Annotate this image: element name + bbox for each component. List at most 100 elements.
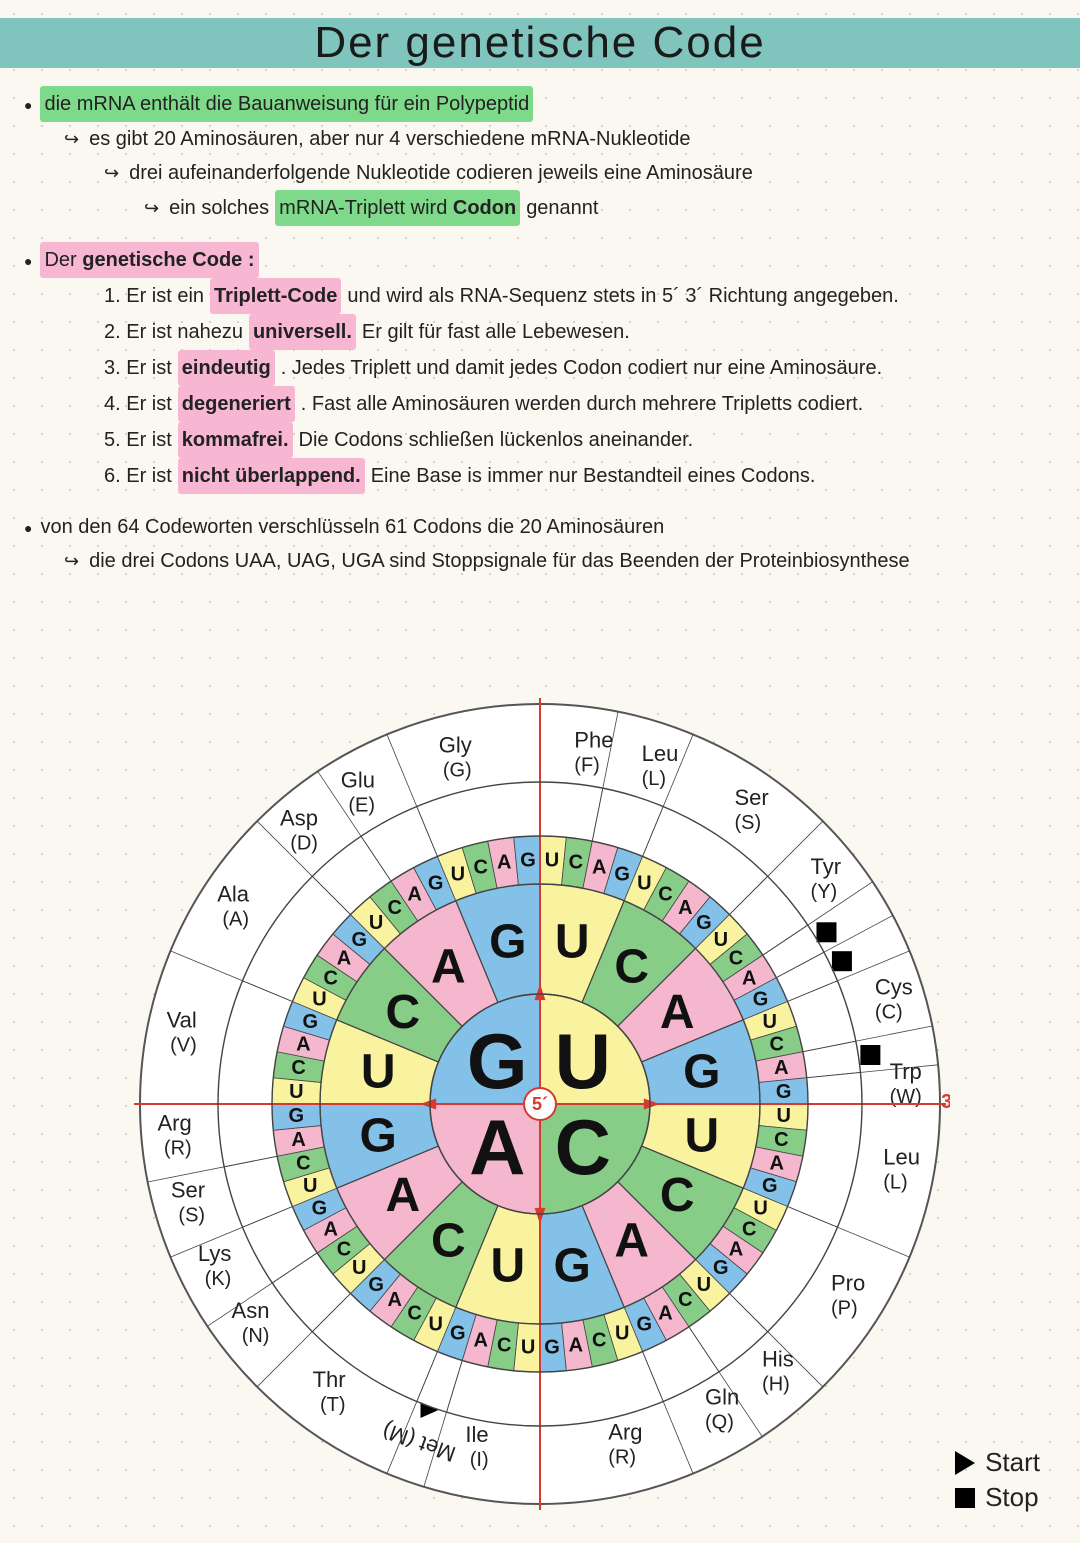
svg-text:C: C <box>614 940 649 993</box>
section-heading: ● Der genetische Code : <box>24 242 1056 278</box>
svg-text:3´: 3´ <box>531 1513 549 1514</box>
highlight: Triplett-Code <box>210 278 341 314</box>
svg-text:(V): (V) <box>170 1035 197 1057</box>
note-line: ↪die drei Codons UAA, UAG, UGA sind Stop… <box>24 544 1056 578</box>
svg-text:A: A <box>407 884 421 906</box>
svg-text:C: C <box>497 1334 511 1356</box>
svg-text:U: U <box>714 929 728 951</box>
legend-stop: Stop <box>955 1482 1040 1513</box>
highlight: universell. <box>249 314 356 350</box>
svg-text:G: G <box>359 1110 396 1163</box>
svg-text:A: A <box>337 948 351 970</box>
svg-text:(H): (H) <box>762 1374 790 1396</box>
svg-text:A: A <box>323 1218 337 1240</box>
svg-text:C: C <box>296 1152 310 1174</box>
svg-text:C: C <box>407 1302 421 1324</box>
svg-text:C: C <box>592 1330 606 1352</box>
svg-text:A: A <box>473 1330 487 1352</box>
svg-text:(F): (F) <box>574 755 600 777</box>
svg-text:Trp: Trp <box>890 1059 922 1084</box>
svg-text:C: C <box>291 1057 305 1079</box>
svg-text:A: A <box>678 897 692 919</box>
svg-text:(G): (G) <box>443 760 472 782</box>
svg-text:A: A <box>660 986 695 1039</box>
svg-text:A: A <box>431 940 466 993</box>
svg-text:C: C <box>769 1034 783 1056</box>
stop-icon <box>955 1488 975 1508</box>
svg-text:Arg: Arg <box>157 1110 191 1135</box>
svg-text:U: U <box>753 1197 767 1219</box>
svg-text:C: C <box>323 968 337 990</box>
svg-text:G: G <box>450 1323 466 1345</box>
svg-text:G: G <box>428 872 444 894</box>
svg-text:U: U <box>776 1105 790 1127</box>
svg-text:Arg: Arg <box>608 1419 642 1444</box>
svg-text:C: C <box>658 884 672 906</box>
note-line: ● die mRNA enthält die Bauanweisung für … <box>24 86 1056 122</box>
svg-text:3´: 3´ <box>531 694 549 695</box>
svg-text:3´: 3´ <box>941 1091 950 1113</box>
note-line: ●von den 64 Codeworten verschlüsseln 61 … <box>24 510 1056 544</box>
svg-text:A: A <box>769 1152 783 1174</box>
svg-text:A: A <box>658 1302 672 1324</box>
svg-text:G: G <box>489 916 526 969</box>
svg-text:U: U <box>289 1081 303 1103</box>
svg-text:(S): (S) <box>178 1205 205 1227</box>
note-line: 1. Er ist ein Triplett-Code und wird als… <box>24 278 1056 314</box>
svg-text:G: G <box>776 1081 792 1103</box>
svg-text:(I): (I) <box>470 1449 489 1471</box>
highlight: degeneriert <box>178 386 295 422</box>
svg-text:U: U <box>303 1175 317 1197</box>
svg-text:Ile: Ile <box>465 1422 488 1447</box>
svg-text:G: G <box>753 989 769 1011</box>
svg-text:U: U <box>312 989 326 1011</box>
note-line: ↪ ein solches mRNA-Triplett wird Codon g… <box>24 190 1056 226</box>
svg-text:G: G <box>637 1314 653 1336</box>
svg-text:A: A <box>614 1215 649 1268</box>
title-bar: Der genetische Code <box>0 18 1080 68</box>
svg-text:C: C <box>555 1103 611 1191</box>
svg-text:A: A <box>774 1057 788 1079</box>
svg-text:G: G <box>683 1045 720 1098</box>
svg-text:Ala: Ala <box>217 882 250 907</box>
codon-wheel: UCAGUCAGUCAGUCAGUCAGUCAGUCAGUCAGUCAGUCAG… <box>130 694 950 1514</box>
svg-text:(R): (R) <box>608 1446 636 1468</box>
svg-text:A: A <box>296 1034 310 1056</box>
svg-text:(C): (C) <box>875 1001 903 1023</box>
svg-text:(Y): (Y) <box>811 881 838 903</box>
svg-text:C: C <box>387 897 401 919</box>
svg-text:Glu: Glu <box>341 767 375 792</box>
svg-text:A: A <box>469 1103 525 1191</box>
svg-text:(P): (P) <box>831 1297 858 1319</box>
svg-text:(E): (E) <box>348 794 375 816</box>
note-line: 3. Er ist eindeutig . Jedes Triplett und… <box>24 350 1056 386</box>
svg-text:G: G <box>289 1105 305 1127</box>
svg-text:Leu: Leu <box>883 1144 920 1169</box>
svg-text:U: U <box>763 1011 777 1033</box>
highlight: kommafrei. <box>178 422 293 458</box>
svg-text:(S): (S) <box>734 812 761 834</box>
svg-text:G: G <box>467 1017 528 1105</box>
svg-text:C: C <box>385 986 420 1039</box>
svg-text:A: A <box>592 856 606 878</box>
svg-text:A: A <box>729 1238 743 1260</box>
page-title: Der genetische Code <box>314 18 765 68</box>
svg-text:(L): (L) <box>883 1171 907 1193</box>
svg-text:G: G <box>544 1337 560 1359</box>
svg-text:U: U <box>352 1257 366 1279</box>
svg-text:U: U <box>490 1239 525 1292</box>
svg-text:C: C <box>473 856 487 878</box>
start-icon <box>955 1451 975 1475</box>
svg-text:(D): (D) <box>290 832 318 854</box>
note-line: 6. Er ist nicht überlappend. Eine Base i… <box>24 458 1056 494</box>
legend: Start Stop <box>955 1443 1040 1513</box>
svg-text:Cys: Cys <box>875 974 913 999</box>
svg-text:Ser: Ser <box>734 785 768 810</box>
svg-text:U: U <box>369 912 383 934</box>
svg-text:Gln: Gln <box>705 1385 739 1410</box>
highlight: die mRNA enthält die Bauanweisung für ei… <box>40 86 533 122</box>
svg-text:(L): (L) <box>642 768 666 790</box>
svg-text:G: G <box>713 1257 729 1279</box>
svg-text:G: G <box>368 1274 384 1296</box>
svg-text:G: G <box>554 1239 591 1292</box>
